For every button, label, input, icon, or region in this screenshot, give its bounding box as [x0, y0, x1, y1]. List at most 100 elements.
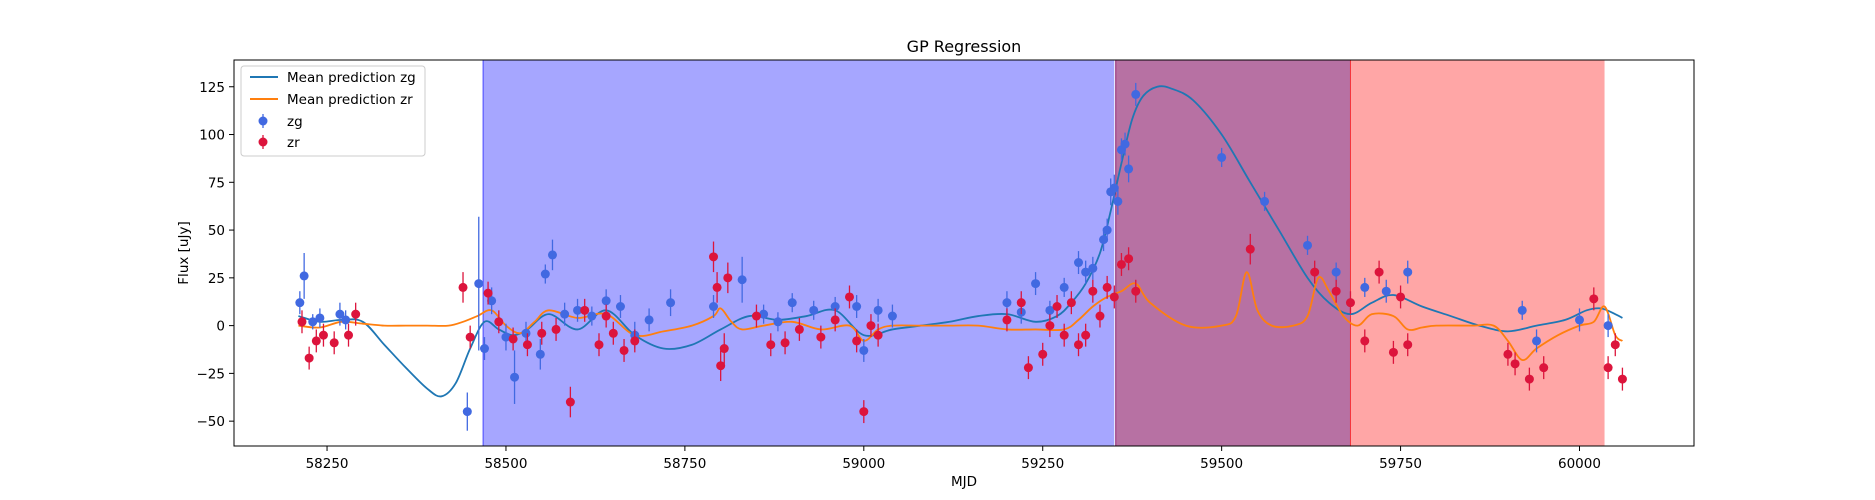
zr-point [1023, 363, 1033, 373]
zr-point [1603, 363, 1613, 373]
legend-label-zg: zg [287, 114, 303, 130]
zg-point [1059, 282, 1069, 292]
zg-point [547, 250, 557, 260]
zg-point [341, 315, 351, 325]
series-zg [295, 82, 1613, 431]
zr-point [1045, 321, 1055, 331]
zr-point [1524, 374, 1534, 384]
zg-point [1031, 279, 1041, 289]
zg-point [335, 309, 345, 319]
zr-point [318, 330, 328, 340]
zg-point [1124, 164, 1134, 174]
zr-point [712, 282, 722, 292]
span-3 [1350, 60, 1605, 446]
y-tick-label: 25 [208, 271, 225, 287]
zg-point [666, 298, 676, 308]
mean-prediction-zr-line [298, 271, 1623, 361]
zr-point [780, 338, 790, 348]
zg-point [644, 315, 654, 325]
zr-point [522, 340, 532, 350]
zr-point [844, 292, 854, 302]
x-axis-ticks: 58250 58500 58750 59000 59250 59500 59750 60000 [306, 446, 1601, 472]
zr-point [1245, 244, 1255, 254]
x-tick-label: 58750 [663, 456, 706, 472]
zr-point [630, 336, 640, 346]
zg-point [1102, 225, 1112, 235]
zr-point [1066, 298, 1076, 308]
zr-point [311, 336, 321, 346]
y-tick-label: −50 [197, 414, 226, 430]
legend-label-zr: zr [287, 135, 300, 151]
zr-point [1610, 340, 1620, 350]
zg-point [315, 313, 325, 323]
zg-point [1120, 139, 1130, 149]
zr-point [719, 344, 729, 354]
x-axis-label: MJD [951, 474, 977, 490]
zr-point [1081, 330, 1091, 340]
zg-point [1532, 336, 1542, 346]
zr-point [1388, 347, 1398, 357]
legend: Mean prediction zg Mean prediction zr zg… [240, 65, 426, 157]
span-2 [1115, 60, 1351, 446]
zg-point [1088, 263, 1098, 273]
zg-point [487, 296, 497, 306]
zr-point [619, 345, 629, 355]
zr-point [766, 340, 776, 350]
zg-point [1403, 267, 1413, 277]
zg-point [1331, 267, 1341, 277]
zr-point [344, 330, 354, 340]
y-tick-label: 0 [216, 319, 225, 335]
y-tick-label: 125 [199, 80, 225, 96]
span-1 [483, 60, 1115, 446]
zr-point [537, 328, 547, 338]
zr-point [866, 321, 876, 331]
zg-point [737, 275, 747, 285]
zg-point [474, 279, 484, 289]
zr-point [1038, 349, 1048, 359]
zg-point [873, 305, 883, 315]
y-tick-label: −25 [197, 366, 226, 382]
zg-point [887, 311, 897, 321]
zr-point [852, 336, 862, 346]
y-axis-ticks: −50 −25 0 25 50 75 100 125 [197, 80, 234, 430]
zg-point [615, 302, 625, 312]
x-tick-label: 59500 [1200, 456, 1243, 472]
y-tick-label: 75 [208, 175, 225, 191]
zr-point [1360, 336, 1370, 346]
zr-point [565, 397, 575, 407]
zr-point [794, 324, 804, 334]
zr-point [751, 311, 761, 321]
legend-label-mean-zr: Mean prediction zr [287, 92, 413, 108]
x-tick-label: 58500 [484, 456, 527, 472]
zg-point [299, 271, 309, 281]
zg-point [1574, 315, 1584, 325]
zr-point [304, 353, 314, 363]
zg-point [1217, 152, 1227, 162]
zr-point [723, 273, 733, 283]
zg-point [1109, 183, 1119, 193]
series-zr [297, 233, 1627, 424]
zg-point [501, 332, 511, 342]
zr-point [483, 288, 493, 298]
legend-label-mean-zg: Mean prediction zg [287, 70, 416, 86]
x-tick-label: 60000 [1558, 456, 1601, 472]
zr-point [1124, 254, 1134, 264]
y-tick-label: 100 [199, 128, 225, 144]
legend-marker-zr [258, 135, 268, 149]
zg-point [852, 302, 862, 312]
zg-point [295, 298, 305, 308]
zg-point [1131, 89, 1141, 99]
chart-title: GP Regression [907, 37, 1022, 56]
zr-point [594, 340, 604, 350]
zr-point [716, 361, 726, 371]
zg-point [1603, 321, 1613, 331]
zg-point [587, 311, 597, 321]
zg-point [859, 345, 869, 355]
zg-point [709, 302, 719, 312]
zr-point [494, 317, 504, 327]
zr-point [1539, 363, 1549, 373]
zg-point [1303, 240, 1313, 250]
x-tick-label: 59000 [842, 456, 885, 472]
zr-point [1310, 267, 1320, 277]
